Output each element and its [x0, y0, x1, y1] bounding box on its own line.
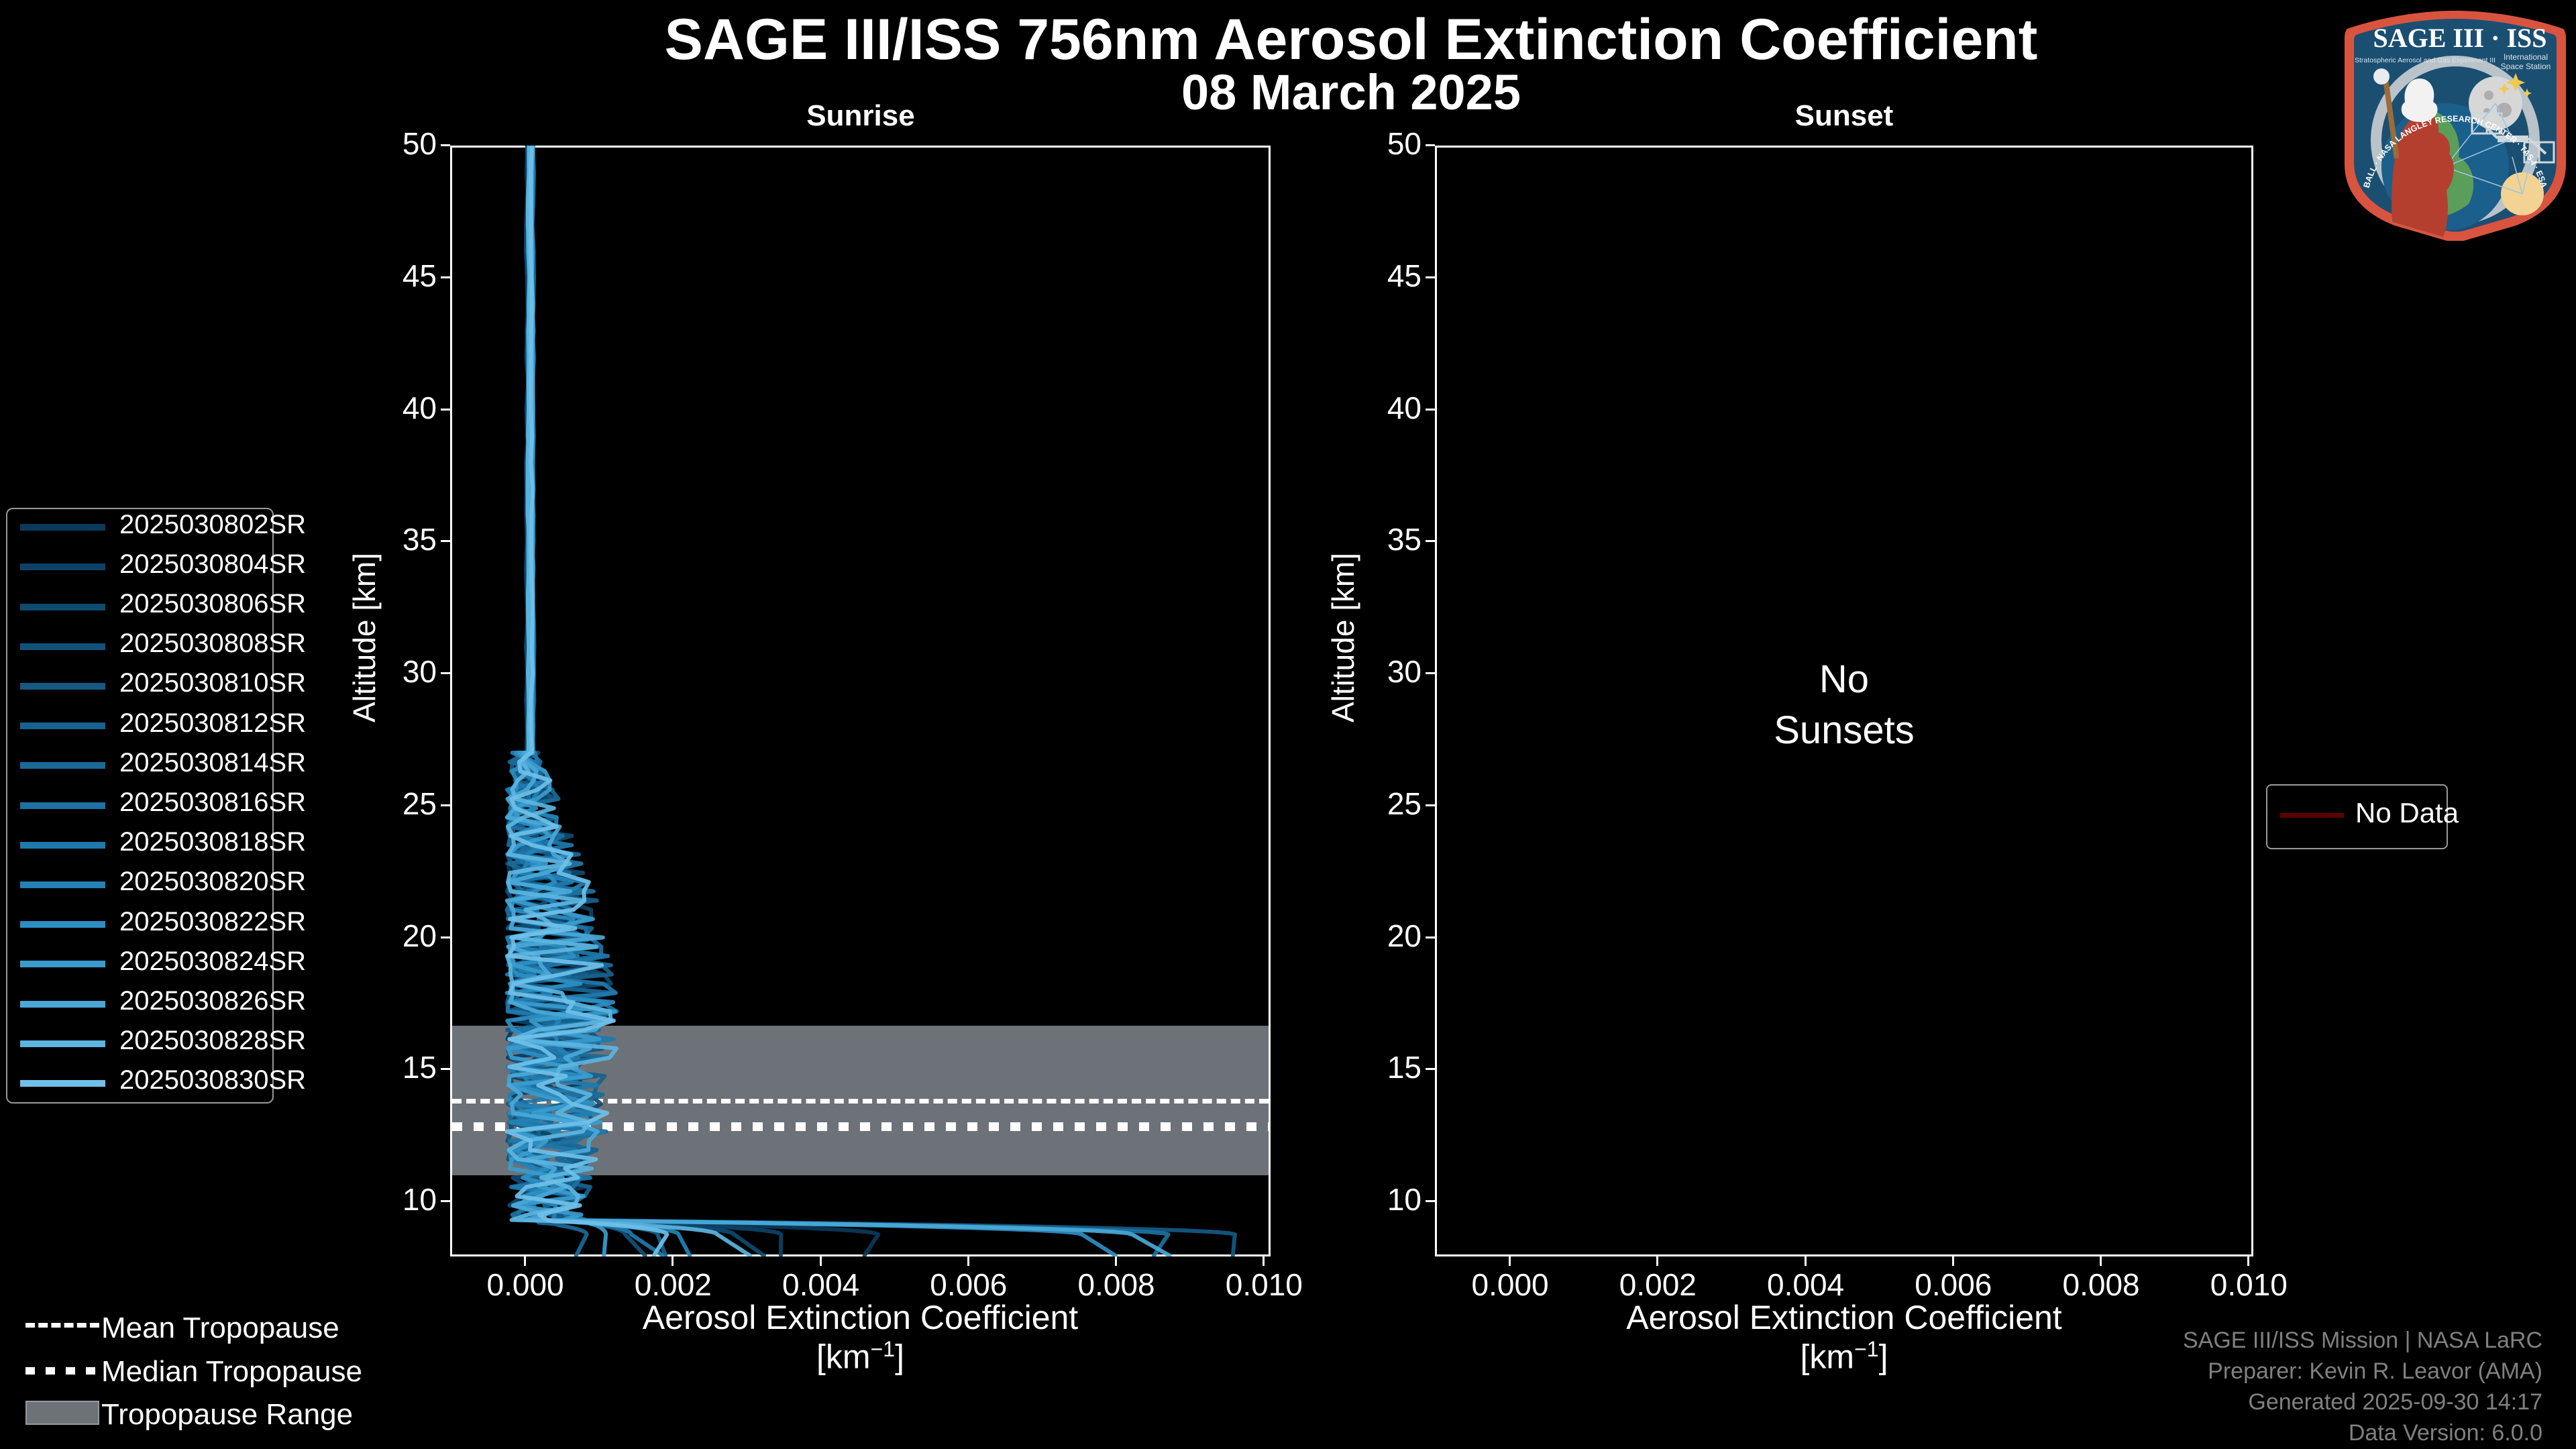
svg-text:Space Station: Space Station: [2501, 62, 2551, 71]
svg-text:International: International: [2504, 52, 2548, 62]
svg-text:Stratospheric Aerosol and Gas: Stratospheric Aerosol and Gas Experiment…: [2355, 56, 2496, 64]
svg-text:SAGE III · ISS: SAGE III · ISS: [2373, 23, 2546, 53]
